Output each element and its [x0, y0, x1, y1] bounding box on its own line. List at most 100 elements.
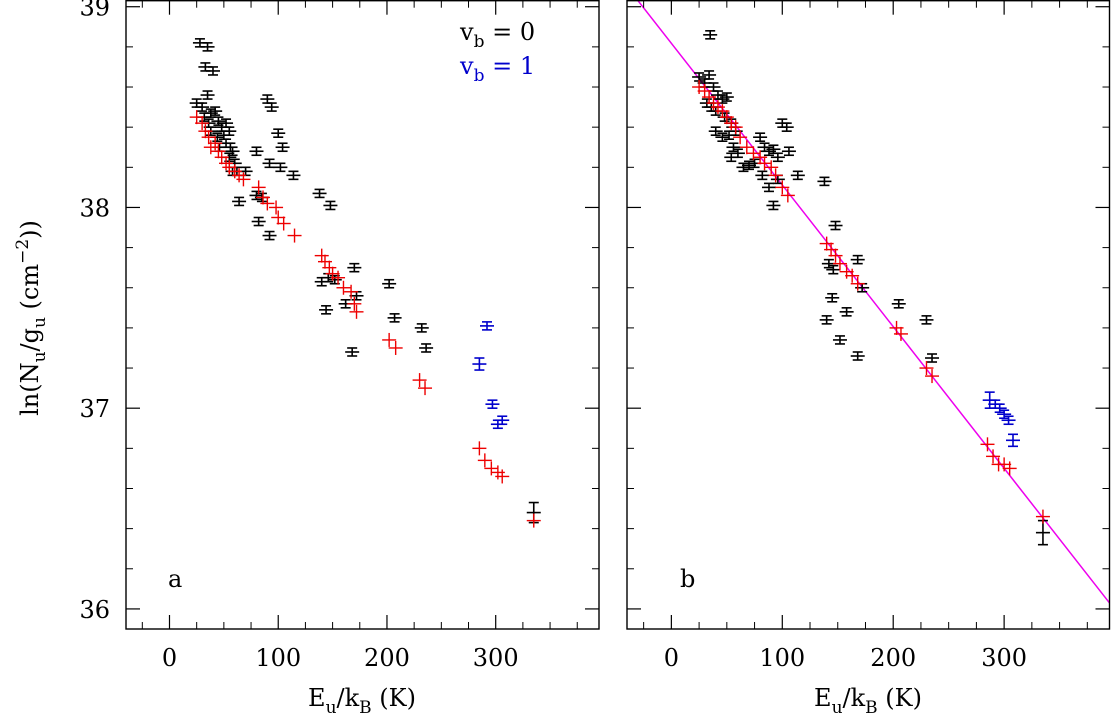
y-tick-label: 37	[79, 395, 110, 423]
x-tick-label: 100	[255, 644, 301, 672]
data-point	[733, 130, 748, 145]
panel-a-frame	[125, 0, 600, 630]
data-point	[739, 140, 754, 155]
data-point	[276, 216, 291, 231]
data-point	[480, 321, 495, 331]
data-point	[319, 305, 334, 315]
data-point	[825, 292, 840, 303]
data-point	[232, 196, 247, 207]
data-point	[702, 70, 717, 80]
legend-entry-vb1: vb = 1	[459, 52, 535, 86]
data-point	[347, 262, 362, 273]
data-point	[719, 92, 734, 102]
data-point	[817, 176, 832, 187]
data-point	[419, 343, 434, 353]
x-tick-label: 300	[981, 644, 1027, 672]
panel-b-marks	[692, 30, 1050, 546]
data-point	[260, 94, 275, 104]
data-point	[269, 200, 284, 215]
panel-b-ticks: 0 100 200 300	[627, 0, 1110, 672]
data-point	[764, 160, 779, 175]
panel-a-ylabel: ln(Nu/gu (cm−2))	[13, 220, 50, 416]
data-point	[919, 361, 934, 376]
y-tick-label: 39	[79, 0, 110, 22]
data-point	[742, 160, 757, 171]
data-point	[412, 373, 427, 388]
y-tick-label: 38	[79, 194, 110, 222]
data-point	[755, 170, 770, 181]
data-point	[201, 130, 216, 145]
panel-b: 0 100 200 300 Eu/kB (K) b	[626, 0, 1111, 718]
data-point	[388, 340, 403, 355]
y-tick-label: 36	[79, 596, 110, 624]
panel-b-frame	[626, 0, 1111, 630]
panel-b-xlabel: Eu/kB (K)	[814, 684, 922, 718]
data-point	[850, 254, 865, 265]
data-point	[331, 270, 346, 285]
x-tick-label: 200	[870, 644, 916, 672]
data-point	[1002, 461, 1017, 476]
data-point	[484, 461, 499, 476]
data-point	[832, 256, 847, 271]
data-point	[336, 280, 351, 295]
data-point	[1001, 415, 1016, 426]
data-point	[314, 248, 329, 263]
data-point	[526, 513, 541, 528]
data-point	[761, 182, 776, 193]
data-point	[236, 172, 251, 187]
data-point	[891, 299, 906, 309]
data-point	[414, 323, 429, 333]
data-point	[925, 353, 940, 363]
data-point	[347, 296, 362, 311]
data-point	[387, 313, 402, 323]
data-point	[770, 152, 785, 163]
data-point	[1006, 433, 1020, 448]
legend-entry-vb0: vb = 0	[459, 18, 535, 52]
data-point	[828, 220, 843, 231]
data-point	[418, 381, 433, 396]
x-tick-label: 0	[162, 644, 177, 672]
data-point	[287, 228, 302, 243]
data-point	[766, 200, 781, 211]
data-point	[997, 409, 1012, 420]
data-point	[208, 106, 223, 116]
data-point	[495, 469, 510, 484]
data-point	[703, 30, 718, 40]
data-point	[211, 144, 226, 159]
data-point	[472, 357, 487, 371]
x-tick-label: 0	[664, 644, 679, 672]
data-point	[200, 90, 215, 100]
data-point	[832, 335, 847, 345]
data-point	[323, 200, 338, 211]
data-point	[382, 278, 397, 289]
panel-b-tag: b	[680, 565, 695, 593]
data-point	[775, 180, 790, 195]
legend: vb = 0 vb = 1	[459, 18, 535, 86]
data-point	[780, 188, 795, 203]
x-tick-label: 300	[473, 644, 519, 672]
data-point	[349, 304, 364, 319]
data-point	[200, 42, 215, 52]
data-point	[1035, 509, 1050, 524]
data-point	[790, 170, 805, 181]
data-point	[722, 130, 737, 140]
panel-b-fit-line	[637, 0, 1110, 604]
data-point	[495, 415, 510, 426]
data-point	[198, 124, 213, 139]
data-point	[779, 122, 794, 132]
data-point	[753, 132, 768, 143]
data-point	[472, 441, 487, 456]
data-point	[925, 369, 940, 384]
data-point	[845, 268, 860, 283]
data-point	[708, 126, 723, 136]
data-point	[286, 170, 301, 181]
data-point	[273, 162, 288, 173]
data-point	[322, 260, 337, 275]
data-point	[893, 326, 908, 341]
data-point	[251, 180, 266, 195]
data-point	[768, 168, 783, 183]
data-point	[781, 146, 796, 157]
data-point	[205, 66, 220, 76]
data-point	[189, 110, 204, 125]
